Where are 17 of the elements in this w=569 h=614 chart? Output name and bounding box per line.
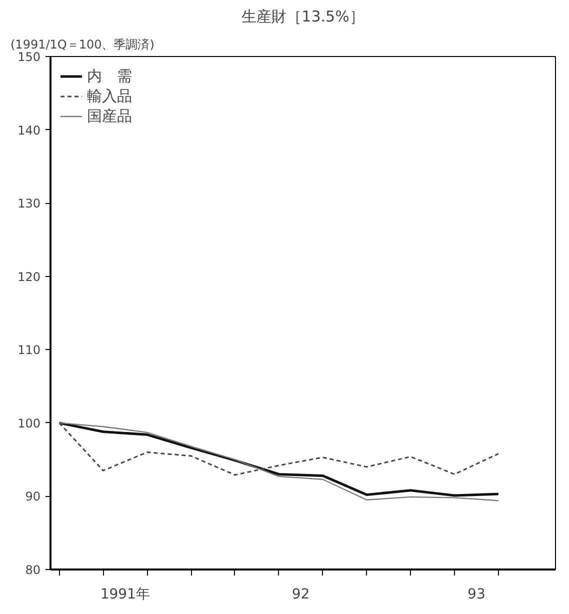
text: 1991年: [100, 586, 150, 602]
y-tick-label: 150: [18, 50, 40, 64]
line-series: [58, 422, 500, 476]
y-tick-label: 130: [18, 196, 40, 211]
y-axis-title: (1991/1Q＝100、季調済): [10, 38, 154, 52]
legend-label: 国産品: [87, 106, 132, 126]
legend-label: 輸入品: [87, 86, 132, 106]
y-tick-label: 90: [25, 490, 41, 504]
legend-label: 内 需: [87, 66, 132, 86]
y-tick-label: 120: [18, 270, 40, 284]
y-tick-label: 110: [18, 343, 40, 358]
y-tick-label: 100: [18, 416, 40, 430]
y-tick-label: 80: [25, 563, 41, 577]
chart-title: 生産財［13.5%］: [242, 8, 364, 26]
text: 92: [292, 586, 310, 602]
text: 93: [468, 586, 486, 602]
y-tick-label: 140: [18, 123, 40, 138]
